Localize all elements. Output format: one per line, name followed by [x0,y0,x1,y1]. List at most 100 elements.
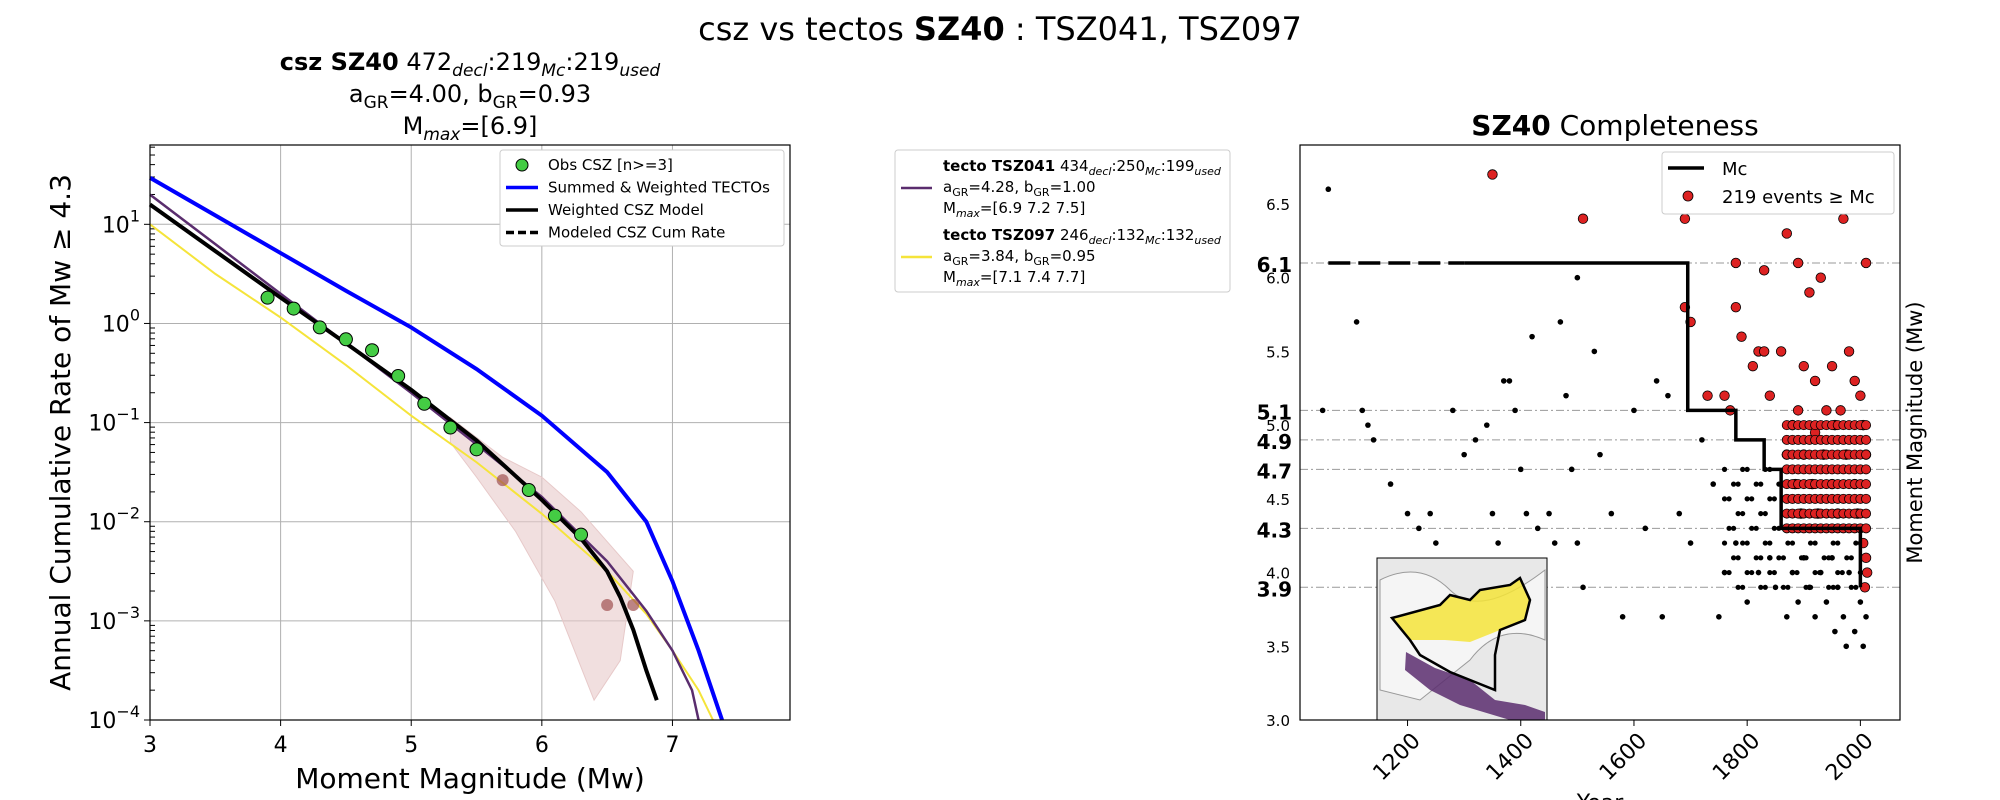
event-below-mc [1404,510,1411,517]
observed-point [417,396,432,411]
event-below-mc [1755,569,1762,576]
observed-point [338,332,353,347]
event-below-mc [1730,525,1737,531]
y-tick-label: 5.5 [1266,343,1290,361]
event-below-mc [1523,510,1530,517]
event-above-mc [1861,434,1872,445]
event-below-mc [1735,555,1741,561]
event-below-mc [1785,540,1791,546]
event-below-mc [1844,555,1850,561]
observed-point [286,301,301,316]
uncertain-point [601,599,614,611]
event-below-mc [1433,540,1439,546]
event-above-mc [1719,390,1730,401]
event-below-mc [1370,437,1377,443]
event-below-mc [1830,540,1836,546]
event-below-mc [1710,481,1717,487]
event-above-mc [1821,405,1832,416]
observed-point [574,527,589,542]
event-below-mc [1427,510,1433,517]
event-below-mc [1794,569,1800,576]
event-below-mc [1665,392,1671,399]
event-below-mc [1733,540,1739,546]
event-below-mc [1835,540,1841,546]
event-below-mc [1823,599,1830,605]
event-below-mc [1798,555,1805,561]
event-below-mc [1557,319,1564,325]
event-below-mc [1762,540,1768,546]
event-below-mc [1843,643,1850,650]
event-below-mc [1483,422,1490,428]
y-tick-label: 3.5 [1266,638,1290,656]
completeness-level-label: 5.1 [1257,400,1292,424]
event-below-mc [1795,599,1801,605]
event-below-mc [1846,569,1852,576]
observed-point [312,320,327,335]
event-below-mc [1803,584,1809,590]
event-below-mc [1740,540,1746,546]
event-above-mc [1861,420,1872,431]
event-above-mc [1843,346,1855,357]
event-below-mc [1812,613,1818,620]
event-below-mc [1758,481,1764,487]
event-below-mc [1863,613,1869,620]
legend-label: Weighted CSZ Model [548,201,704,219]
series-tsz097-line [149,223,714,721]
event-below-mc [1721,540,1728,546]
event-above-mc [1775,346,1787,357]
event-below-mc [1840,613,1847,620]
legend-events-label: 219 events ≥ Mc [1722,187,1875,208]
event-below-mc [1726,569,1732,576]
left-legend-frame [499,149,785,247]
y-tick-label: 4.5 [1266,491,1290,509]
event-below-mc [1353,319,1360,325]
event-below-mc [1744,466,1750,472]
event-below-mc [1834,584,1841,591]
event-below-mc [1619,613,1626,620]
event-below-mc [1506,378,1513,384]
event-below-mc [1758,584,1764,590]
event-below-mc [1780,555,1786,561]
right-chart-title: SZ40 Completeness [1471,109,1758,142]
event-below-mc [1546,510,1552,517]
event-below-mc [1771,525,1777,531]
event-below-mc [1803,555,1809,561]
y-tick-exponent: −2 [116,504,140,523]
event-below-mc [1687,540,1694,546]
event-above-mc [1798,360,1809,372]
event-below-mc [1835,569,1841,576]
observed-point [365,343,380,358]
event-below-mc [1631,407,1637,414]
event-above-mc [1809,375,1821,387]
event-below-mc [1450,407,1456,414]
y-tick-label: 6.5 [1266,196,1290,214]
event-below-mc [1529,333,1535,340]
event-below-mc [1744,540,1750,546]
y-tick-exponent: 1 [130,206,140,225]
y-tick-label: 10−4 [88,702,140,734]
left-chart-ab: aGR=4.00, bGR=0.93 [349,80,591,113]
event-above-mc [1758,265,1770,276]
event-below-mc [1762,510,1768,517]
completeness-level-label: 6.1 [1257,253,1292,277]
event-below-mc [1563,392,1569,399]
event-below-mc [1807,584,1814,590]
event-below-mc [1771,496,1777,502]
right-legend: Mc 219 events ≥ Mc [1661,151,1895,215]
event-above-mc [1861,523,1872,534]
event-below-mc [1608,510,1615,517]
legend-label: Summed & Weighted TECTOs [548,179,770,197]
event-below-mc [1653,378,1660,384]
event-below-mc [1744,599,1750,605]
event-above-mc [1792,405,1804,416]
uncertain-point [496,474,509,487]
event-below-mc [1574,274,1581,281]
event-below-mc [1817,569,1823,576]
x-axis-label: Moment Magnitude (Mw) [295,762,645,795]
event-below-mc [1359,407,1366,414]
event-below-mc [1789,540,1796,546]
event-below-mc [1853,584,1859,590]
event-below-mc [1848,584,1854,590]
event-below-mc [1749,569,1755,576]
